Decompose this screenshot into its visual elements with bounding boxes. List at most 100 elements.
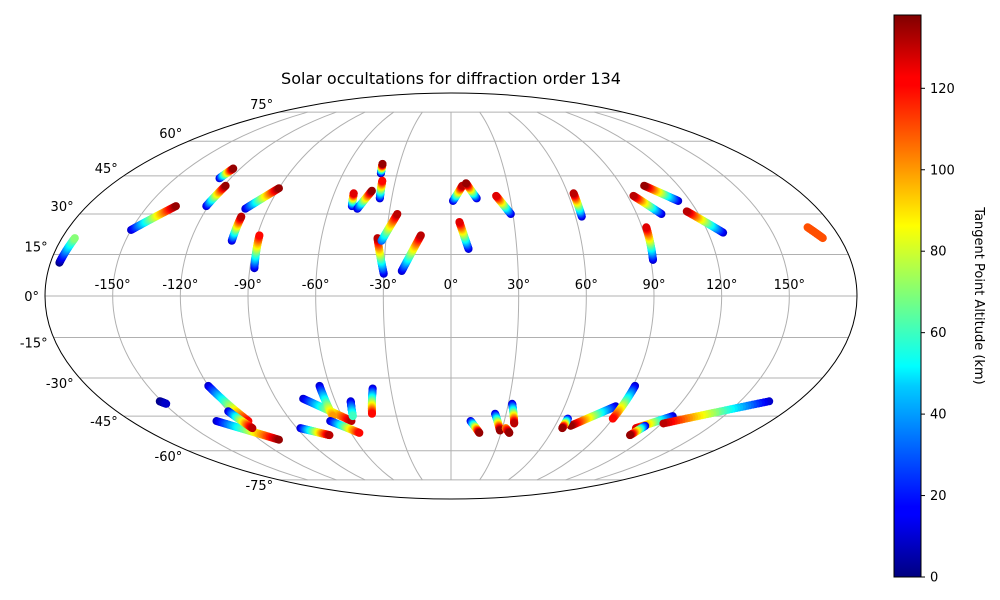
occultation-track xyxy=(455,217,473,253)
meridian-line xyxy=(565,111,723,481)
lat-tick-label: -75° xyxy=(245,479,273,494)
colorbar-label: Tangent Point Altitude (km) xyxy=(971,206,986,384)
track-point xyxy=(475,428,484,437)
colorbar-tick-label: 60 xyxy=(930,326,947,341)
track-point xyxy=(569,189,578,198)
colorbar-tick-label: 80 xyxy=(930,245,947,260)
occultation-track xyxy=(326,417,364,437)
lat-tick-label: -30° xyxy=(46,377,74,392)
occultation-track xyxy=(55,234,79,267)
lat-tick-label: -60° xyxy=(155,450,183,465)
lat-tick-label: -45° xyxy=(90,415,118,430)
colorbar-tick-label: 40 xyxy=(930,408,947,423)
lat-tick-label: 15° xyxy=(25,240,48,255)
occultation-track xyxy=(346,397,357,421)
occultation-track xyxy=(215,164,238,183)
track-point xyxy=(162,399,171,408)
track-point xyxy=(378,176,387,185)
meridian-line xyxy=(594,111,790,481)
track-point xyxy=(248,424,257,433)
track-point xyxy=(367,186,376,195)
occultation-track xyxy=(296,424,334,440)
track-point xyxy=(255,231,264,240)
occultation-track xyxy=(508,399,519,428)
lon-tick-label: 150° xyxy=(774,278,805,293)
occultation-track xyxy=(376,159,387,178)
track-point xyxy=(608,414,617,423)
lat-tick-label: 60° xyxy=(159,127,182,142)
occultation-track xyxy=(353,186,376,213)
track-point xyxy=(355,428,364,437)
lon-tick-label: 120° xyxy=(706,278,737,293)
colorbar-ticks: 0 20 40 60 80 100 120 xyxy=(921,82,955,586)
colorbar-gradient xyxy=(893,14,922,578)
occultation-track xyxy=(640,181,683,205)
graticule xyxy=(45,111,857,481)
lon-tick-label: 30° xyxy=(507,278,530,293)
meridian-line xyxy=(112,111,308,481)
lon-tick-label: 0° xyxy=(444,278,459,293)
colorbar-tick-label: 120 xyxy=(930,82,955,97)
lat-tick-label: 75° xyxy=(250,98,273,113)
track-point xyxy=(492,191,501,200)
colorbar: 0 20 40 60 80 100 120 Tangent Point Altitude (… xyxy=(893,14,986,586)
lon-tick-label: -120° xyxy=(162,278,198,293)
occultation-track xyxy=(127,202,180,234)
track-point xyxy=(416,231,425,240)
track-point xyxy=(237,212,246,221)
track-point xyxy=(558,424,567,433)
occultation-track xyxy=(375,176,387,203)
lat-tick-label: 45° xyxy=(95,162,118,177)
lon-tick-label: 60° xyxy=(575,278,598,293)
colorbar-tick-label: 20 xyxy=(930,489,947,504)
track-point xyxy=(462,179,470,188)
track-point xyxy=(393,209,402,218)
track-point xyxy=(378,159,387,168)
track-point xyxy=(510,419,519,428)
occultation-track xyxy=(250,231,264,273)
occultation-track xyxy=(155,397,171,408)
lat-tick-label: 30° xyxy=(51,200,74,215)
track-point xyxy=(349,189,358,198)
occultation-track xyxy=(202,181,230,211)
occultation-track xyxy=(803,223,827,243)
occultation-track xyxy=(569,189,586,221)
track-point xyxy=(171,202,180,211)
meridian-line xyxy=(382,111,423,481)
occultation-track xyxy=(491,409,504,435)
occultation-track xyxy=(462,179,481,203)
occultation-track xyxy=(659,397,774,428)
chart-title: Solar occultations for diffraction order… xyxy=(281,69,621,88)
occultation-track xyxy=(241,184,283,213)
track-point xyxy=(629,191,638,200)
track-point xyxy=(221,181,230,190)
colorbar-tick-label: 100 xyxy=(930,163,955,178)
colorbar-tick-label: 0 xyxy=(930,571,938,586)
track-point xyxy=(325,431,334,440)
lat-tick-label: -15° xyxy=(20,337,48,352)
track-point xyxy=(682,207,691,216)
lat-tick-label: 0° xyxy=(24,290,39,305)
occultation-track xyxy=(629,191,666,218)
track-point xyxy=(455,217,464,226)
track-point xyxy=(659,419,668,428)
track-point xyxy=(348,412,357,421)
track-point xyxy=(505,428,514,437)
occultation-track xyxy=(377,209,402,245)
track-point xyxy=(70,234,79,243)
track-point xyxy=(367,409,376,418)
lon-tick-label: -90° xyxy=(234,278,262,293)
occultation-track xyxy=(448,181,467,205)
occultation-track xyxy=(315,381,337,421)
lon-tick-label: 90° xyxy=(642,278,665,293)
meridian-line xyxy=(507,111,587,481)
occultation-tracks xyxy=(55,159,827,444)
occultation-track xyxy=(492,191,515,218)
track-point xyxy=(640,181,649,190)
track-point xyxy=(642,223,651,232)
occultation-track xyxy=(347,189,358,211)
occultation-track xyxy=(224,407,257,433)
track-point xyxy=(229,164,238,173)
occultation-track xyxy=(397,231,425,275)
